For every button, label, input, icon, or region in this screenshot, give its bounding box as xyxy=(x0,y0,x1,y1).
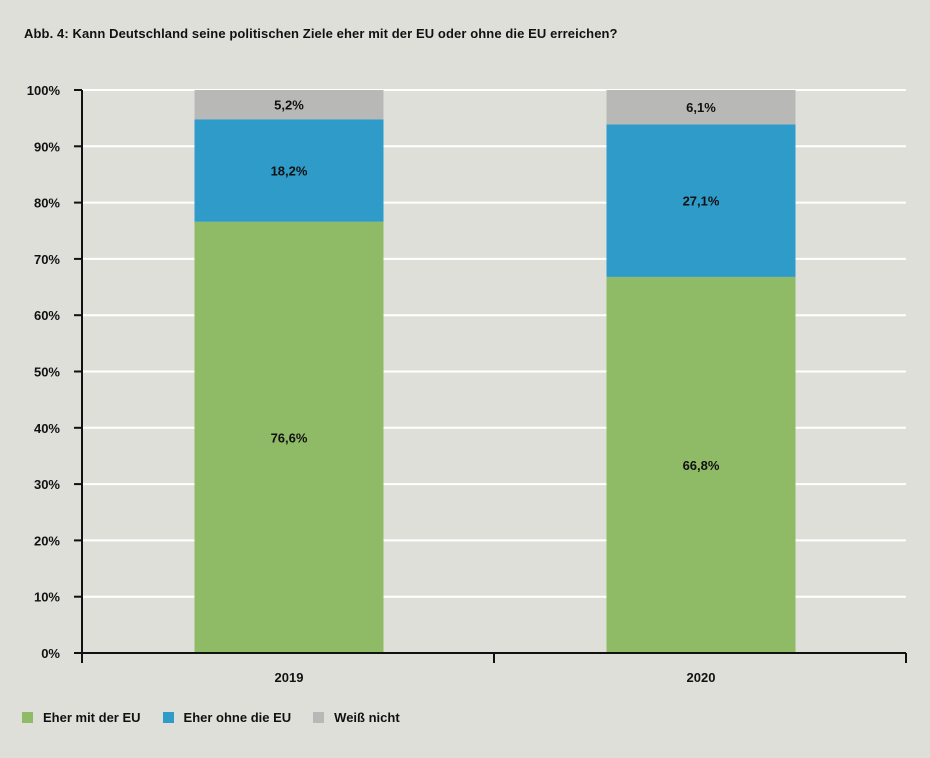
stacked-bar-chart: 76,6% 18,2% 5,2% 66,8% 27,1% 6,1% 0% 10% 20% 30%… xyxy=(27,83,907,685)
data-label: 6,1% xyxy=(686,100,716,115)
bar-segment-2020-1 xyxy=(606,124,796,277)
y-tick-label: 20% xyxy=(34,533,60,548)
legend-swatch-eher-ohne-die-eu xyxy=(162,712,174,723)
legend-label-eher-ohne-die-eu: Eher ohne die EU xyxy=(183,710,292,725)
y-tick-label: 40% xyxy=(34,421,60,436)
data-label: 5,2% xyxy=(274,98,304,113)
data-label: 18,2% xyxy=(271,164,308,179)
data-label: 76,6% xyxy=(271,430,308,445)
x-tick-label: 2019 xyxy=(275,670,304,685)
y-tick-label: 30% xyxy=(34,477,60,492)
y-tick-label: 10% xyxy=(34,590,60,605)
y-tick-label: 80% xyxy=(34,196,60,211)
y-tick-label: 0% xyxy=(41,646,60,661)
legend-label-eher-mit-der-eu: Eher mit der EU xyxy=(43,710,141,725)
x-tick-label: 2020 xyxy=(687,670,716,685)
chart-title: Abb. 4: Kann Deutschland seine politisch… xyxy=(24,26,618,41)
legend-swatch-weiss-nicht xyxy=(313,712,325,723)
bars: 76,6% 18,2% 5,2% 66,8% 27,1% 6,1% xyxy=(194,90,796,653)
bar-segment-2019-1 xyxy=(194,119,384,222)
legend-swatch-eher-mit-der-eu xyxy=(22,712,33,723)
bar-segment-2019-2 xyxy=(194,90,384,120)
legend-item-eher-mit-der-eu: Eher mit der EU xyxy=(22,710,141,725)
y-tick-label: 70% xyxy=(34,252,60,267)
axes: 0% 10% 20% 30% 40% 50% 60% 70% 80% 90% 100% 2019 202… xyxy=(27,83,907,685)
bar-segment-2020-2 xyxy=(606,90,796,125)
bar-segment-2019-0 xyxy=(194,221,384,653)
legend-label-weiss-nicht: Weiß nicht xyxy=(334,710,400,725)
y-tick-label: 100% xyxy=(27,83,61,98)
data-label: 66,8% xyxy=(683,458,720,473)
legend-item-weiss-nicht: Weiß nicht xyxy=(313,710,400,725)
y-tick-label: 50% xyxy=(34,365,60,380)
y-tick-label: 60% xyxy=(34,308,60,323)
legend: Eher mit der EU Eher ohne die EU Weiß ni… xyxy=(22,710,422,725)
bar-segment-2020-0 xyxy=(606,276,796,653)
legend-item-eher-ohne-die-eu: Eher ohne die EU xyxy=(162,710,292,725)
y-tick-label: 90% xyxy=(34,139,60,154)
data-label: 27,1% xyxy=(683,194,720,209)
